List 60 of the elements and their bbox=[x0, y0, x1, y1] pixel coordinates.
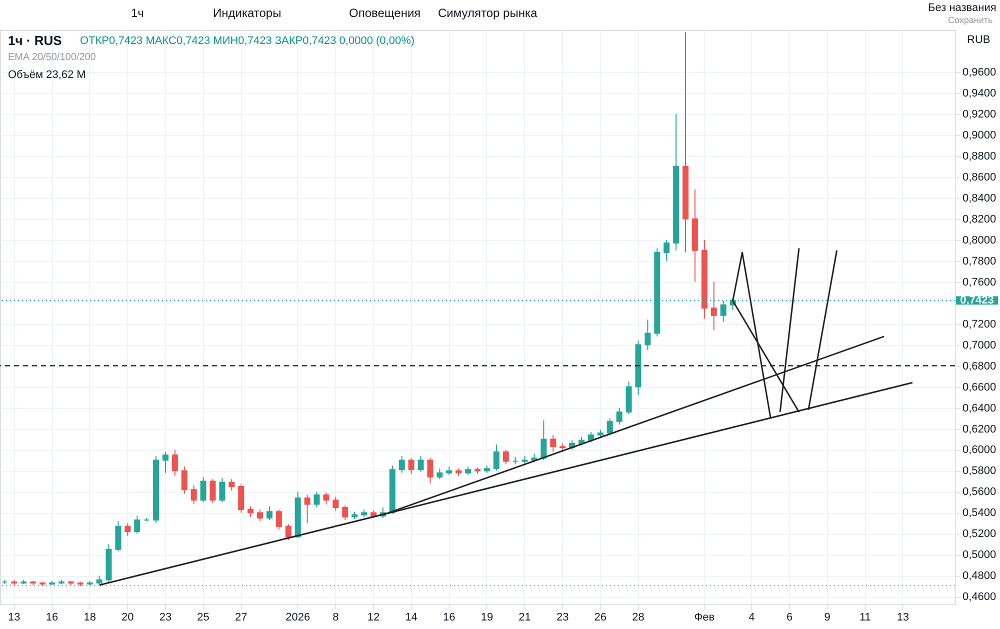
x-tick-label: 13 bbox=[896, 612, 910, 624]
x-tick-label: 14 bbox=[405, 612, 418, 624]
text: Без названия bbox=[928, 2, 996, 14]
x-tick-label: 11 bbox=[859, 612, 871, 624]
y-tick-label: 0,7600 bbox=[962, 276, 996, 288]
chart-title: 1ч · RUS bbox=[8, 33, 62, 48]
y-tick-label: 0,5400 bbox=[962, 507, 996, 520]
text: Симулятор рынка bbox=[438, 6, 538, 20]
x-tick-label: 26 bbox=[594, 612, 607, 624]
text: Индикаторы bbox=[213, 6, 282, 20]
y-tick-label: 0,4600 bbox=[962, 591, 996, 604]
text: Сохранить bbox=[948, 15, 994, 25]
x-tick-label: 25 bbox=[197, 612, 210, 624]
annotation: EMA 20/50/100/200 bbox=[8, 52, 96, 63]
y-tick-label: 0,7200 bbox=[962, 318, 996, 330]
x-tick-label: 28 bbox=[632, 612, 644, 624]
x-tick-label: 21 bbox=[518, 612, 531, 624]
x-tick-label: 18 bbox=[84, 612, 96, 624]
y-tick-label: 0,8200 bbox=[962, 213, 996, 226]
x-tick-label: 12 bbox=[367, 612, 380, 624]
y-tick-label: 0,6000 bbox=[962, 444, 996, 456]
y-tick-label: 0,8000 bbox=[962, 234, 996, 246]
y-tick-label: 0,7000 bbox=[962, 339, 996, 352]
y-tick-label: 0,8800 bbox=[962, 150, 996, 162]
y-tick-label: 0,5600 bbox=[962, 486, 996, 498]
y-tick-label: 0,8400 bbox=[962, 192, 996, 204]
y-tick-label: 0,8600 bbox=[962, 171, 996, 184]
x-tick-label: 6 bbox=[786, 612, 793, 624]
y-tick-label: 0,4800 bbox=[962, 570, 996, 582]
y-tick-label: 0,7800 bbox=[962, 255, 996, 268]
x-tick-label: 20 bbox=[122, 612, 134, 624]
x-tick-label: Фев bbox=[694, 612, 715, 624]
y-tick-label: 0,9400 bbox=[962, 87, 996, 100]
y-tick-label: 0,6800 bbox=[962, 360, 996, 372]
y-tick-label: 0,5000 bbox=[962, 549, 996, 562]
y-tick-label: 0,9600 bbox=[962, 66, 996, 78]
ref-line-label: 0,7423 bbox=[960, 294, 994, 306]
y-tick-label: 0,6400 bbox=[962, 402, 996, 414]
annotation: Объём 23,62 M bbox=[8, 69, 86, 81]
x-tick-label: 16 bbox=[443, 612, 456, 624]
x-tick-label: 13 bbox=[8, 612, 20, 624]
text: Оповещения bbox=[349, 6, 421, 20]
y-tick-label: 0,6200 bbox=[962, 423, 996, 436]
x-tick-label: 23 bbox=[556, 612, 569, 624]
x-tick-label: 23 bbox=[159, 612, 172, 624]
x-tick-label: 8 bbox=[332, 612, 339, 624]
y-tick-label: 0,6600 bbox=[962, 381, 996, 394]
chart-subtitle: ОТКР0,7423 МАКС0,7423 МИН0,7423 ЗАКР0,7423 0,0000 (0,00%) bbox=[80, 35, 415, 47]
x-tick-label: 4 bbox=[748, 612, 755, 624]
y-tick-label: 0,9200 bbox=[962, 108, 996, 120]
x-tick-label: 27 bbox=[234, 612, 248, 624]
x-tick-label: 2026 bbox=[286, 612, 310, 624]
y-tick-label: 0,9000 bbox=[962, 129, 996, 142]
x-tick-label: 9 bbox=[824, 612, 830, 624]
x-tick-label: 16 bbox=[46, 612, 58, 624]
y-axis-title: RUB bbox=[967, 34, 990, 46]
text: 1ч bbox=[131, 6, 144, 20]
y-tick-label: 0,5800 bbox=[962, 465, 996, 478]
y-tick-label: 0,5200 bbox=[962, 528, 996, 540]
x-tick-label: 19 bbox=[480, 612, 494, 624]
